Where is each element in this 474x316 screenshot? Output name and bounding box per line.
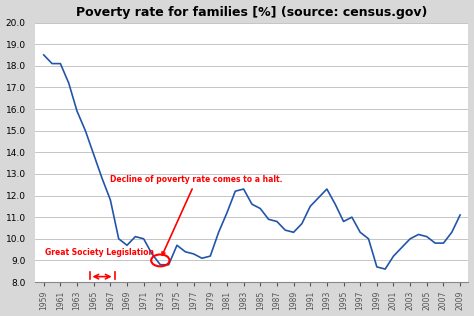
Title: Poverty rate for families [%] (source: census.gov): Poverty rate for families [%] (source: c… xyxy=(76,6,428,19)
Text: Decline of poverty rate comes to a halt.: Decline of poverty rate comes to a halt. xyxy=(110,175,283,255)
Text: Great Society Legislation: Great Society Legislation xyxy=(46,248,155,257)
